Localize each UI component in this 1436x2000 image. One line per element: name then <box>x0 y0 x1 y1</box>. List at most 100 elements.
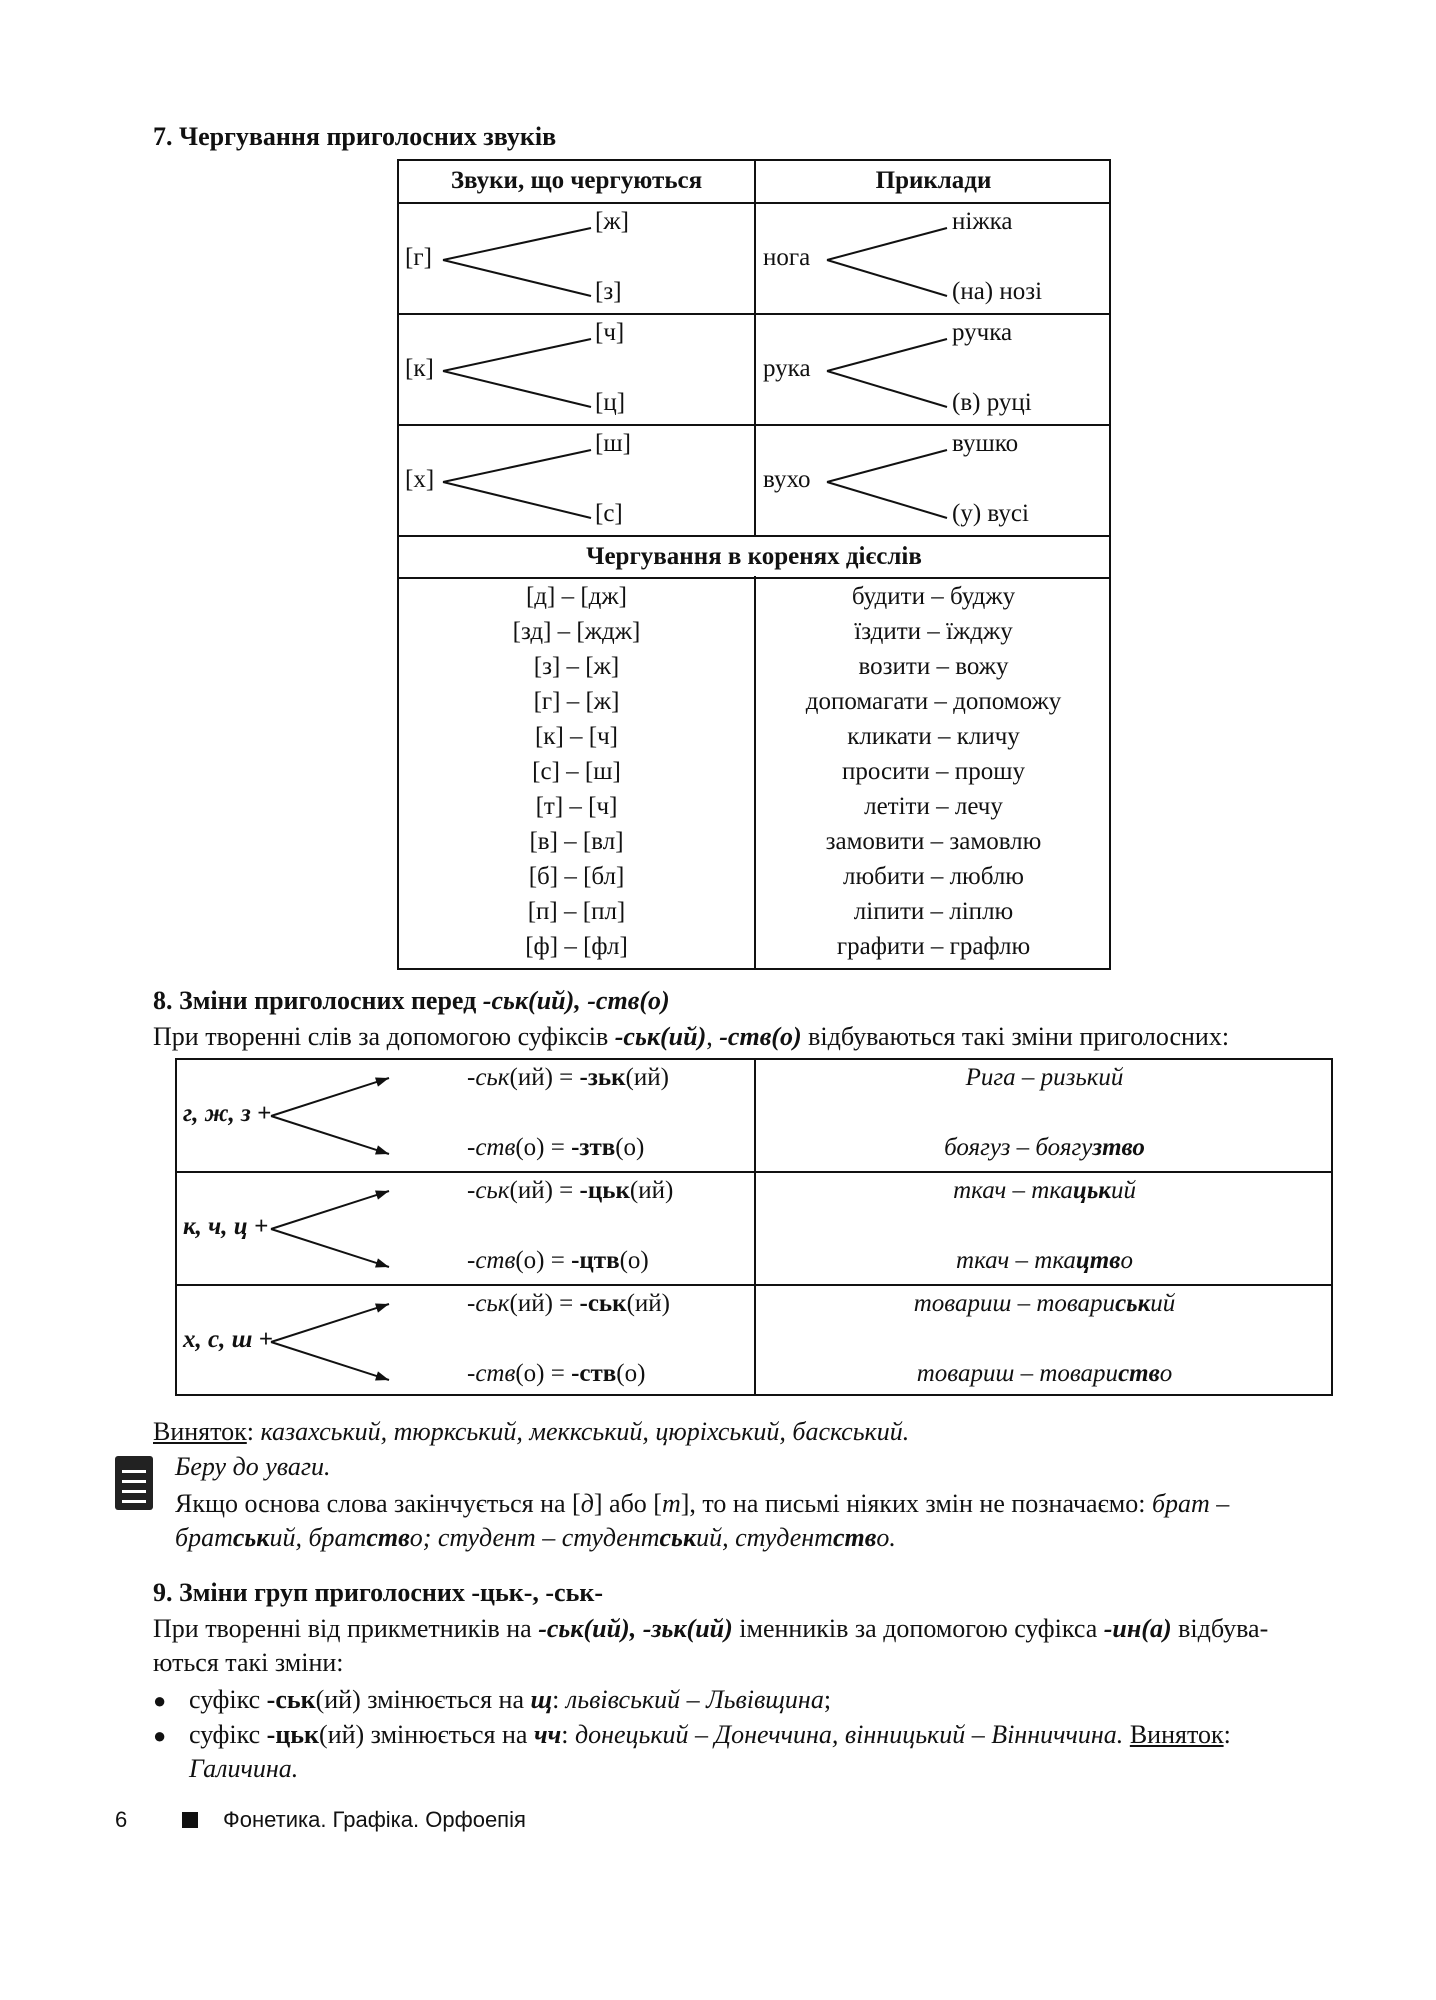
bullet-icon: ● <box>153 1723 167 1748</box>
verb-rows: [д] – [дж] будити – буджу [зд] – [ждж] їзди… <box>399 577 1109 968</box>
text-run: щ <box>530 1685 553 1714</box>
text-run: -цьк <box>266 1720 320 1749</box>
suffix-row: х, с, ш + -ськ(ий) = -ськ(ий) -ств(о) = -с… <box>177 1284 1331 1396</box>
text-run: (о) = <box>515 1360 572 1387</box>
text-run: донецький – Донеччина, вінницький – Вінн… <box>574 1720 1124 1749</box>
text-run: ються такі зміни: <box>153 1648 344 1677</box>
text-run: Рига – <box>965 1064 1041 1091</box>
alternant-lower: [з] <box>595 278 622 305</box>
text-run: брат – <box>1151 1489 1230 1518</box>
text-run: т <box>661 1489 681 1518</box>
text-run: -ськ <box>467 1290 510 1317</box>
text-run: суфікс <box>189 1720 267 1749</box>
branch-arrows-icon <box>270 1303 390 1381</box>
text-run: ств <box>1118 1360 1160 1387</box>
text-run: товариш – товари <box>913 1290 1116 1317</box>
consonant-group: х, с, ш + <box>183 1326 273 1353</box>
text-run: суфікс <box>189 1685 267 1714</box>
text-run: (ий) = <box>509 1290 580 1317</box>
text-run: чч <box>533 1720 562 1749</box>
verb-sounds: [ф] – [фл] <box>525 933 628 960</box>
suffix-change-lower: -ств(о) = -ств(о) <box>467 1360 645 1388</box>
text-run: (о) <box>619 1247 649 1274</box>
text-run: -ськ <box>579 1290 627 1317</box>
text-run: -цьк <box>579 1177 630 1204</box>
section-8-intro: При творенні слів за допомогою суфіксів … <box>153 1022 1229 1052</box>
text-run: (о) <box>615 1134 645 1161</box>
text-run: (о) = <box>515 1247 572 1274</box>
page-number: 6 <box>115 1807 128 1832</box>
text-run: ], то на письмі ніяких змін не позначаєм… <box>680 1489 1152 1518</box>
alternant-upper: [ш] <box>595 430 631 457</box>
text-run: (ий) змінюється на <box>319 1720 534 1749</box>
example-lower: боягуз – боягузтво <box>756 1134 1333 1162</box>
text-run: товариш – товари <box>916 1360 1119 1387</box>
branch-lines-icon <box>826 338 948 408</box>
verb-example: ліпити – ліплю <box>853 898 1014 925</box>
verb-sounds: [т] – [ч] <box>535 793 618 820</box>
verb-example: любити – люблю <box>843 863 1024 890</box>
header-examples: Приклади <box>875 167 992 194</box>
text-run: ткач – тка <box>953 1177 1073 1204</box>
alternant-upper: [ж] <box>595 208 629 235</box>
suffix-row: г, ж, з + -ськ(ий) = -зьк(ий) -ств(о) = -з… <box>177 1060 1331 1171</box>
text-run: (о) = <box>515 1134 572 1161</box>
text-run: -ськ(ий), -ств(о) <box>482 986 670 1015</box>
verb-example: кликати – кличу <box>847 723 1020 750</box>
text-run: -ськ <box>467 1177 510 1204</box>
column-divider <box>754 576 756 968</box>
section-8-title: 8. Зміни приголосних перед -ськ(ий), -ст… <box>153 986 670 1016</box>
text-run: ткач – тка <box>956 1247 1076 1274</box>
branch-lines-icon <box>442 227 592 297</box>
text-run: -зтв <box>571 1134 616 1161</box>
verb-sounds: [зд] – [ждж] <box>512 618 641 645</box>
text-run: (о) <box>616 1360 646 1387</box>
text-run: При творенні слів за допомогою суфіксів <box>153 1022 615 1051</box>
suffix-change-lower: -ств(о) = -зтв(о) <box>467 1134 644 1162</box>
consonant-group: к, ч, ц + <box>183 1213 269 1240</box>
text-run: -ин(а) <box>1103 1614 1172 1643</box>
bullet-1: суфікс -ськ(ий) змінюється на щ: львівсь… <box>189 1685 831 1715</box>
example-word: нога <box>763 244 811 271</box>
text-run: -ськ <box>266 1685 316 1714</box>
branch-lines-icon <box>826 449 948 519</box>
subheader-row: Чергування в коренях дієслів <box>399 535 1109 578</box>
alternant-lower: [ц] <box>595 389 626 416</box>
section-9-intro-1: При творенні від прикметників на -ськ(ий… <box>153 1614 1268 1644</box>
text-run: Виняток <box>1129 1720 1224 1749</box>
branch-row: [г] [ж] [з] нога ніжка (на) нозі <box>399 202 1109 313</box>
text-run: (ий) <box>629 1177 674 1204</box>
text-run: д <box>580 1489 594 1518</box>
text-run: -ськ <box>467 1064 510 1091</box>
text-run: , <box>706 1022 720 1051</box>
text-run: -цьк-, -ськ- <box>471 1578 603 1607</box>
alternation-table: Звуки, що чергуються Приклади [г] [ж] [з] ног… <box>397 159 1111 970</box>
alternant-lower: [с] <box>595 500 623 527</box>
text-run: ськ <box>232 1523 270 1552</box>
suffix-change-upper: -ськ(ий) = -зьк(ий) <box>467 1064 669 1092</box>
text-run: (ий) змінюється на <box>315 1685 531 1714</box>
section-7-title: 7. Чергування приголосних звуків <box>153 122 557 151</box>
example-lower: (в) руці <box>952 389 1032 416</box>
verb-example: просити – прошу <box>842 758 1025 785</box>
section-9-title: 9. Зміни груп приголосних -цьк-, -ськ- <box>153 1578 603 1608</box>
text-run: -ств <box>467 1134 516 1161</box>
example-lower: (на) нозі <box>952 278 1043 305</box>
bullet-2-continued: Галичина. <box>189 1754 298 1784</box>
text-run: о; студент – студент <box>409 1523 660 1552</box>
text-run: відбуваються такі зміни приголосних: <box>801 1022 1230 1051</box>
text-run: (ий) <box>626 1290 670 1317</box>
text-run: казахський, тюркський, меккський, цюріхс… <box>260 1417 910 1446</box>
exception-line: Виняток: казахський, тюркський, меккськи… <box>153 1417 909 1447</box>
suffix-change-upper: -ськ(ий) = -ськ(ий) <box>467 1290 670 1318</box>
verb-example: замовити – замовлю <box>825 828 1042 855</box>
text-run: ськ <box>659 1523 697 1552</box>
text-run: (ий) = <box>509 1177 580 1204</box>
text-run: о <box>1120 1247 1133 1274</box>
verb-sounds: [г] – [ж] <box>533 688 620 715</box>
text-run: : <box>552 1685 566 1714</box>
text-run: ] або [ <box>593 1489 662 1518</box>
text-run: : <box>561 1720 575 1749</box>
text-run: ий, студент <box>696 1523 833 1552</box>
text-run: брат <box>175 1523 233 1552</box>
